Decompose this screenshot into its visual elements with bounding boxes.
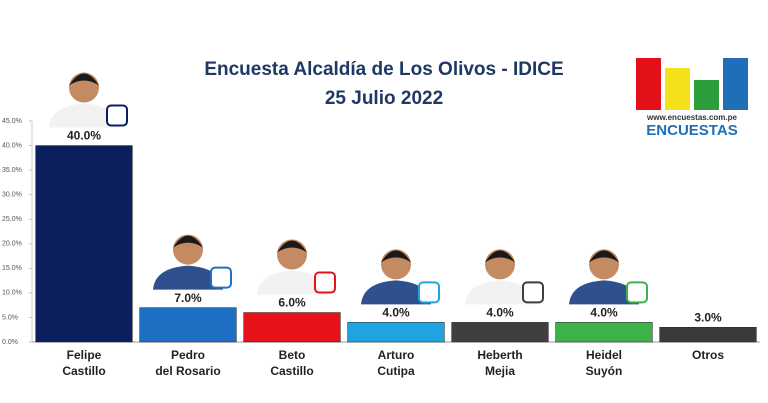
bar	[243, 312, 341, 343]
x-tick-label: del Rosario	[155, 364, 220, 378]
party-logo	[314, 271, 336, 294]
x-tick-label: Castillo	[62, 364, 105, 378]
x-tick-label: Suyón	[586, 364, 623, 378]
y-tick-label: 0.0%	[2, 339, 18, 346]
value-label: 4.0%	[382, 306, 410, 320]
value-label: 4.0%	[590, 306, 618, 320]
x-tick-label: Arturo	[378, 348, 415, 362]
candidate-hair	[69, 73, 99, 86]
candidate-hair	[381, 250, 411, 263]
x-tick-label: Cutipa	[377, 364, 415, 378]
x-tick-label: Heidel	[586, 348, 622, 362]
logo-bar	[636, 58, 661, 110]
y-tick-label: 45.0%	[2, 118, 22, 125]
bar	[35, 145, 133, 343]
x-tick-label: Otros	[692, 348, 724, 362]
photos	[49, 72, 648, 305]
y-tick-label: 15.0%	[2, 265, 22, 272]
candidate-photo	[257, 270, 327, 295]
party-logo	[626, 281, 648, 304]
candidate-photo	[153, 265, 223, 290]
party-logo	[418, 281, 440, 304]
logo-bar	[665, 68, 690, 110]
x-tick-label: Heberth	[477, 348, 522, 362]
y-tick-label: 35.0%	[2, 167, 22, 174]
value-label: 7.0%	[174, 291, 202, 305]
logo-url: www.encuestas.com.pe	[646, 113, 738, 122]
candidate-photo	[569, 280, 639, 305]
candidate-hair	[589, 250, 619, 263]
y-tick-label: 25.0%	[2, 216, 22, 223]
chart-title: Encuesta Alcaldía de Los Olivos - IDICE	[204, 59, 563, 80]
bar	[347, 322, 445, 343]
logo-name: ENCUESTAS	[646, 122, 737, 139]
chart-subtitle: 25 Julio 2022	[325, 88, 443, 109]
party-logo	[106, 104, 128, 127]
logo: www.encuestas.com.pe ENCUESTAS	[636, 58, 748, 139]
candidate-photo	[49, 103, 119, 128]
party-logo	[210, 266, 232, 289]
value-label: 4.0%	[486, 306, 514, 320]
y-tick-label: 20.0%	[2, 241, 22, 248]
x-tick-label: Mejia	[485, 364, 515, 378]
y-tick-label: 10.0%	[2, 290, 22, 297]
bar	[451, 322, 549, 343]
value-label: 3.0%	[694, 310, 722, 324]
bar	[659, 327, 757, 343]
y-tick-label: 40.0%	[2, 142, 22, 149]
x-tick-label: Pedro	[171, 348, 205, 362]
candidate-hair	[485, 250, 515, 263]
bar	[555, 322, 653, 343]
y-tick-label: 5.0%	[2, 314, 18, 321]
value-label: 6.0%	[278, 296, 306, 310]
bar	[139, 307, 237, 343]
x-tick-label: Felipe	[67, 348, 102, 362]
candidate-hair	[173, 235, 203, 248]
candidate-hair	[277, 240, 307, 253]
y-tick-label: 30.0%	[2, 192, 22, 199]
x-tick-label: Beto	[279, 348, 306, 362]
logo-bar	[694, 80, 719, 110]
x-tick-label: Castillo	[270, 364, 313, 378]
logo-bar	[723, 58, 748, 110]
value-label: 40.0%	[67, 129, 101, 143]
party-logo	[522, 281, 544, 304]
candidate-photo	[465, 280, 535, 305]
candidate-photo	[361, 280, 431, 305]
